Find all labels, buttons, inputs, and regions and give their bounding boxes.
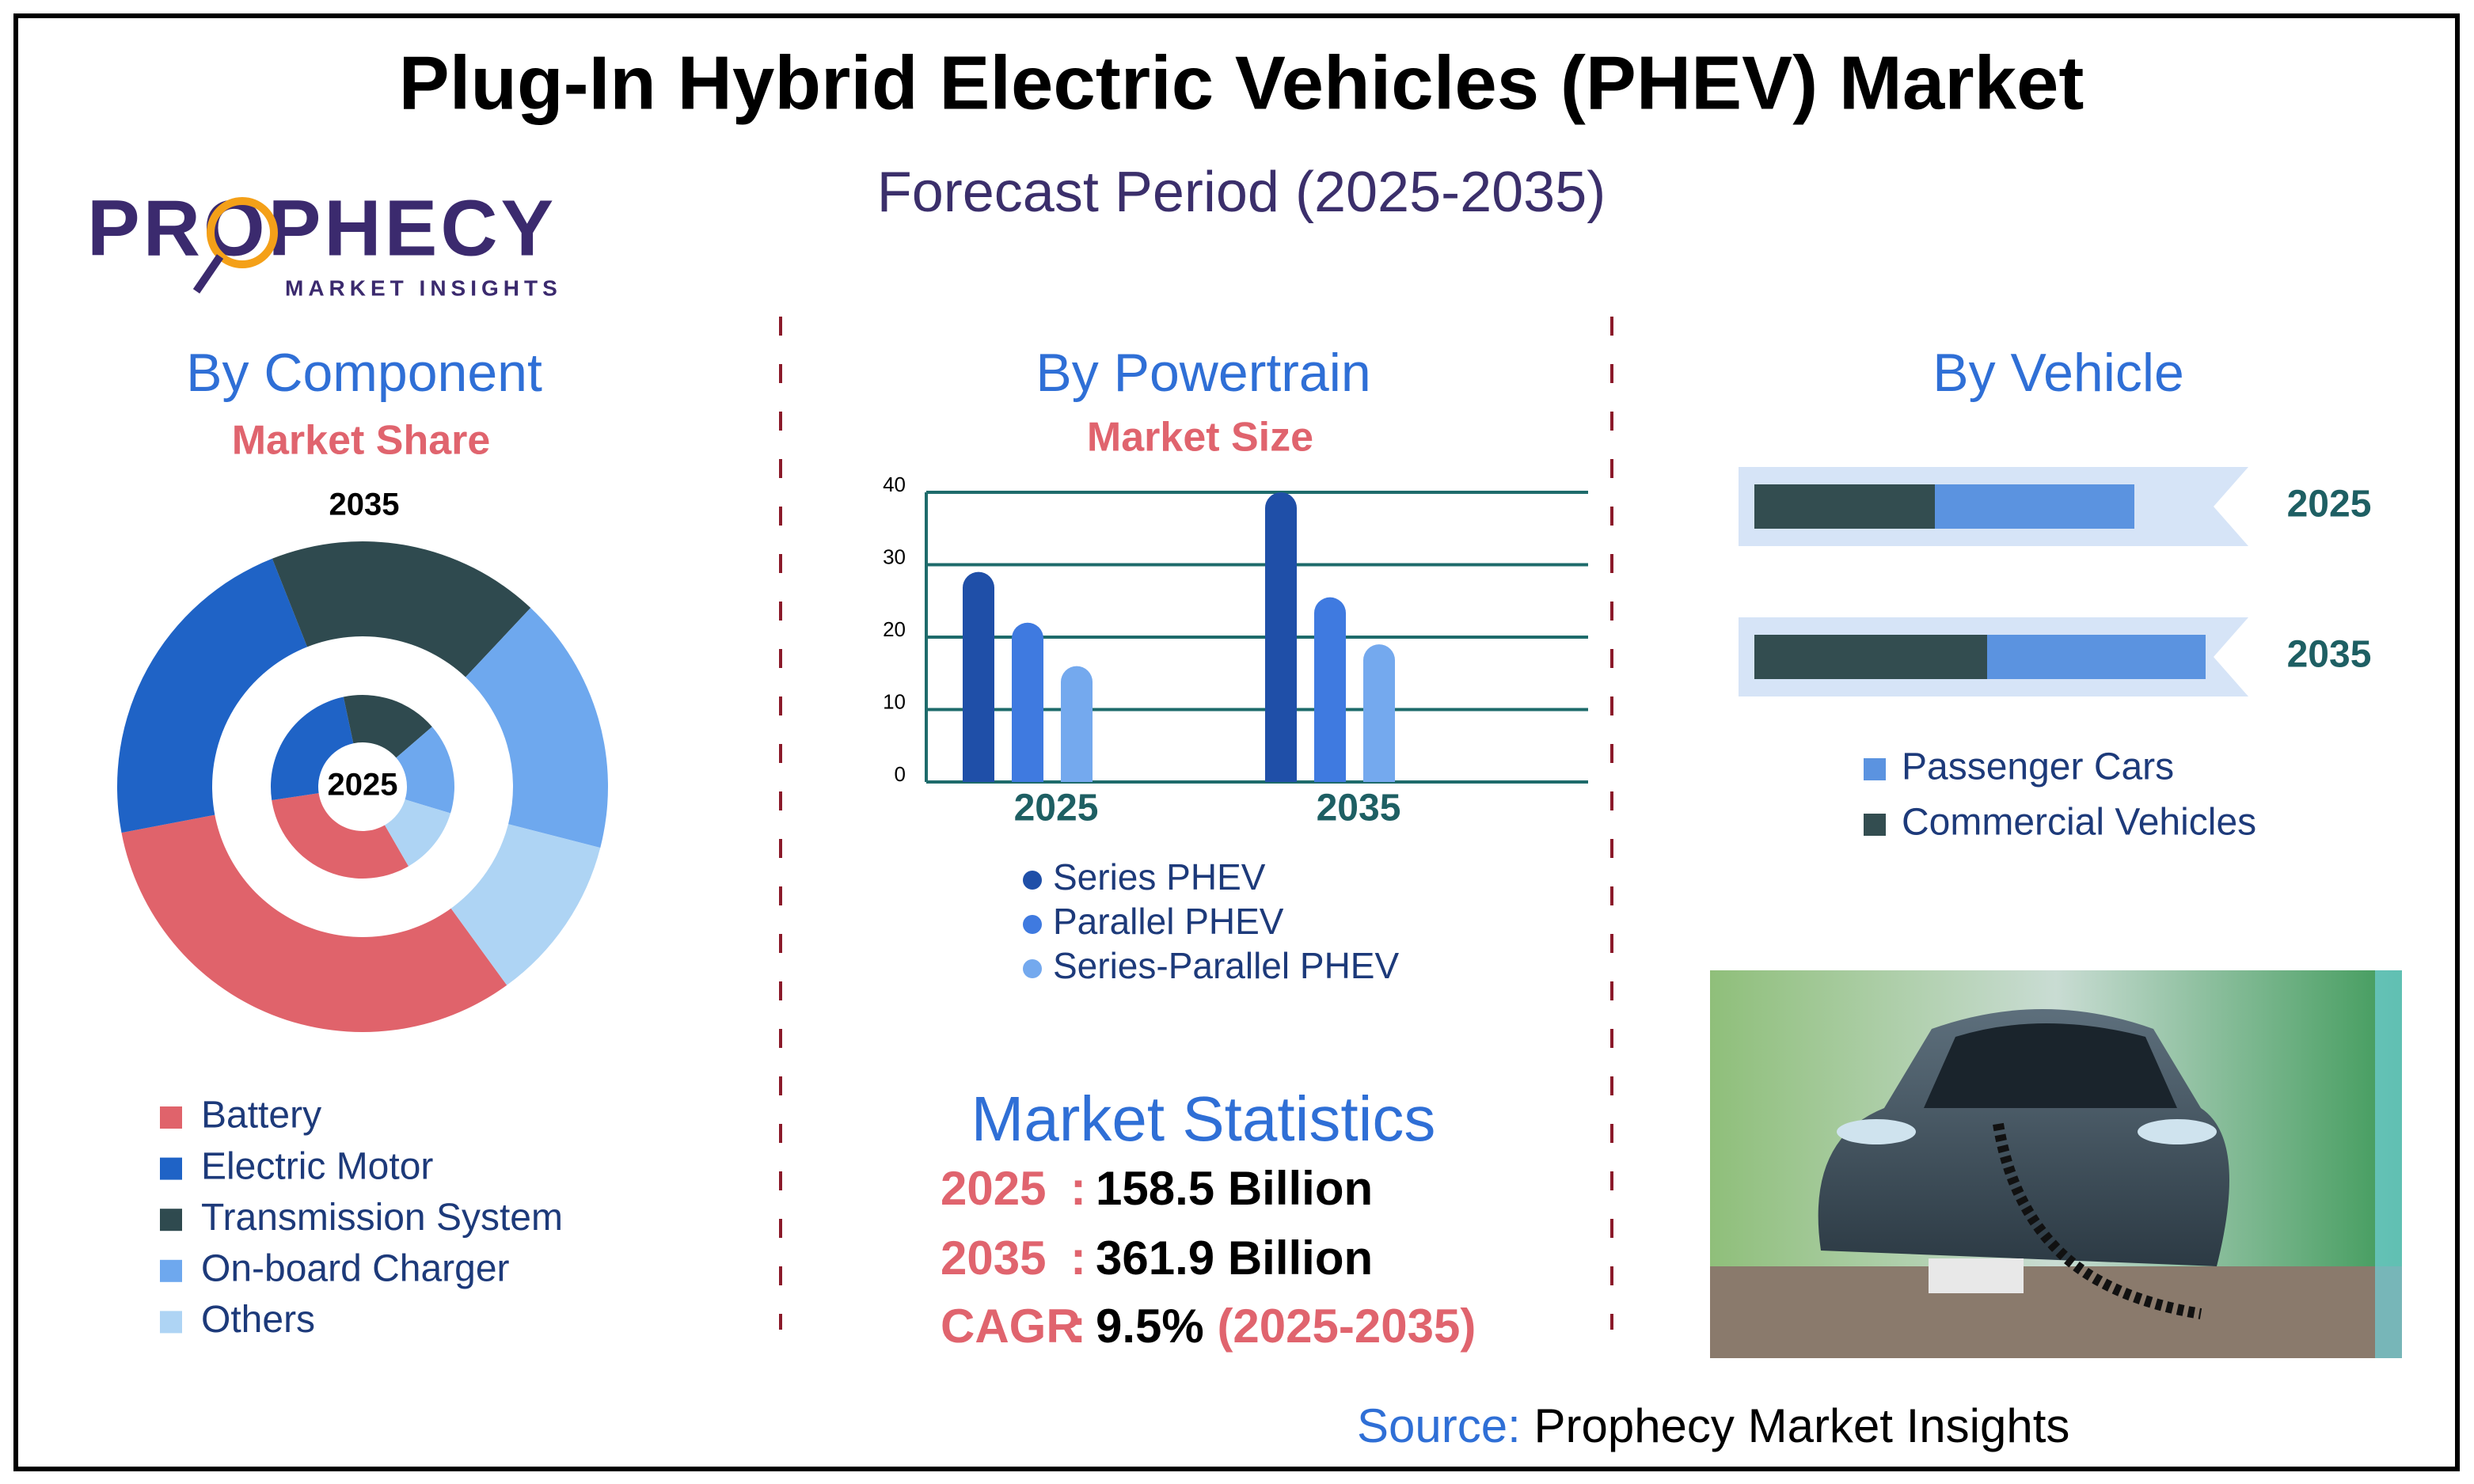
stat-label: CAGR <box>941 1300 1081 1353</box>
legend-swatch <box>1864 814 1886 836</box>
legend-label: Battery <box>201 1095 321 1137</box>
legend-marker <box>1023 915 1042 934</box>
bar-segment <box>1754 635 1987 679</box>
x-tick-label: 2035 <box>1317 788 1401 829</box>
donut-segment <box>271 696 354 800</box>
y-tick-label: 0 <box>895 762 906 786</box>
legend-label: Passenger Cars <box>1902 746 2174 788</box>
legend-label: Others <box>201 1299 315 1341</box>
legend-marker <box>1023 959 1042 978</box>
category-label: 2035 <box>2287 634 2372 676</box>
logo-handle <box>192 254 224 294</box>
source-text: Prophecy Market Insights <box>1533 1399 2069 1452</box>
source-label: Source: <box>1357 1399 1521 1452</box>
legend-label: Series-Parallel PHEV <box>1053 945 1399 986</box>
bar <box>1012 622 1043 782</box>
chart-title: By Powertrain <box>1036 343 1370 403</box>
bar <box>963 571 994 782</box>
legend-label: Series PHEV <box>1053 856 1266 898</box>
donut-segment <box>396 727 455 814</box>
legend-swatch <box>160 1311 182 1334</box>
legend-swatch <box>1864 758 1886 780</box>
donut-segment <box>272 793 409 879</box>
legend-label: Electric Motor <box>201 1145 433 1187</box>
ring-label: 2025 <box>328 768 398 803</box>
donut-segment <box>450 824 601 985</box>
legend-swatch <box>160 1259 182 1282</box>
car-photo <box>1710 970 2402 1358</box>
bar-segment <box>1935 484 2134 529</box>
chart-title: By Component <box>186 343 542 403</box>
stat-period: (2025-2035) <box>1217 1300 1476 1353</box>
y-tick-label: 20 <box>883 617 906 641</box>
legend-label: Parallel PHEV <box>1053 901 1284 942</box>
stats-title: Market Statistics <box>971 1084 1436 1154</box>
bar-segment <box>1987 635 2206 679</box>
legend-swatch <box>160 1106 182 1129</box>
bar <box>1061 666 1093 782</box>
bar <box>1314 597 1346 782</box>
bar <box>1265 492 1297 782</box>
logo-lens <box>207 197 278 268</box>
donut-segment <box>272 541 531 677</box>
donut-segment <box>466 608 609 848</box>
chart-title: By Vehicle <box>1932 343 2184 403</box>
legend-marker <box>1023 871 1042 890</box>
legend-label: Commercial Vehicles <box>1902 802 2256 844</box>
stat-label: 2035 <box>941 1232 1046 1285</box>
donut-segment <box>117 558 308 833</box>
legend-swatch <box>160 1209 182 1232</box>
stat-line: 9.5% (2025-2035) <box>1096 1300 1476 1353</box>
donut-segment <box>343 694 432 758</box>
stat-value: 9.5% <box>1096 1300 1204 1353</box>
y-tick-label: 30 <box>883 545 906 568</box>
stat-label: 2025 <box>941 1162 1046 1215</box>
legend-label: Transmission System <box>201 1197 563 1239</box>
chart-subtitle: Market Size <box>1087 415 1313 461</box>
category-label: 2025 <box>2287 484 2372 526</box>
stat-value: 361.9 Billion <box>1096 1232 1373 1285</box>
title: Plug-In Hybrid Electric Vehicles (PHEV) … <box>399 40 2084 125</box>
stats: 2025 : 158.5 Billion 2035 : 361.9 Billio… <box>941 1162 1476 1353</box>
logo-name: PROPHECY <box>87 184 557 272</box>
donut-segment <box>385 799 451 867</box>
ring-label: 2035 <box>329 488 400 522</box>
stat-separator: : <box>1070 1162 1086 1215</box>
logo: PROPHECY MARKET INSIGHTS <box>87 184 562 300</box>
stat-separator: : <box>1070 1300 1086 1353</box>
chart-subtitle: Market Share <box>232 418 491 464</box>
x-tick-label: 2025 <box>1014 788 1099 829</box>
source: Source: Prophecy Market Insights <box>1357 1399 2069 1452</box>
logo-tagline: MARKET INSIGHTS <box>285 275 562 300</box>
legend-swatch <box>160 1157 182 1180</box>
bar <box>1363 644 1395 782</box>
y-tick-label: 10 <box>883 689 906 713</box>
donut-segment <box>121 814 507 1033</box>
stat-value: 158.5 Billion <box>1096 1162 1373 1215</box>
bar-segment <box>1754 484 1935 529</box>
subtitle: Forecast Period (2025-2035) <box>877 161 1606 224</box>
legend-label: On-board Charger <box>201 1247 510 1289</box>
stat-separator: : <box>1070 1232 1086 1285</box>
y-tick-label: 40 <box>883 473 906 496</box>
frame <box>13 13 2460 1471</box>
